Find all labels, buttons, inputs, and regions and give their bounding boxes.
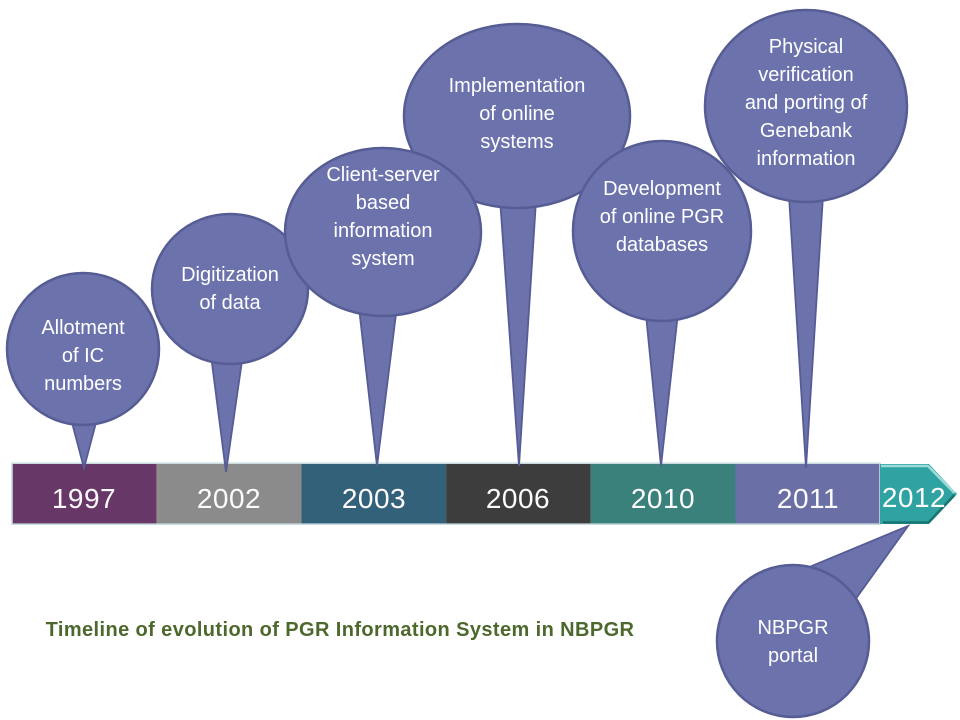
year-2012: 2012 bbox=[882, 482, 946, 513]
balloon-line: Development bbox=[603, 178, 721, 200]
year-2011: 2011 bbox=[777, 483, 839, 514]
balloon-2006: Implementation of online systems bbox=[402, 22, 632, 467]
balloon-line: Physical bbox=[769, 36, 843, 58]
balloon-line: information bbox=[334, 220, 433, 242]
segment-2006 bbox=[446, 464, 591, 524]
balloon-2011-bubble bbox=[703, 8, 909, 204]
balloon-2011-tail bbox=[787, 179, 825, 469]
balloon-line: of online PGR bbox=[600, 206, 725, 228]
arrow-shape bbox=[880, 464, 957, 524]
arrow-bevel-highlight bbox=[881, 464, 956, 494]
balloon-line: based bbox=[356, 192, 411, 214]
arrow-2012: 2012 bbox=[880, 464, 957, 524]
balloon-2006-bubble bbox=[402, 22, 632, 210]
balloon-2011: Physical verification and porting of Gen… bbox=[703, 8, 909, 469]
balloon-2003: Client-server based information system bbox=[283, 146, 483, 467]
balloon-2006-tail bbox=[498, 184, 538, 467]
balloon-line: of data bbox=[199, 292, 261, 314]
segment-1997 bbox=[12, 464, 157, 524]
year-2003: 2003 bbox=[342, 483, 406, 514]
arrow-bevel-shadow bbox=[883, 494, 956, 524]
balloon-line: portal bbox=[768, 645, 818, 667]
segment-2011 bbox=[735, 464, 880, 524]
balloon-2012: NBPGR portal bbox=[715, 523, 911, 719]
balloon-line: information bbox=[757, 148, 856, 170]
balloon-line: numbers bbox=[44, 373, 122, 395]
segment-2010 bbox=[590, 464, 736, 524]
balloon-line: verification bbox=[758, 64, 854, 86]
balloon-line: Digitization bbox=[181, 264, 279, 286]
balloon-2010: Development of online PGR databases bbox=[571, 139, 753, 467]
balloon-1997-bubble bbox=[5, 271, 161, 427]
balloon-line: system bbox=[351, 248, 414, 270]
balloon-line: of IC bbox=[62, 345, 104, 367]
segment-2003 bbox=[301, 464, 447, 524]
balloon-line: systems bbox=[480, 131, 553, 153]
balloon-line: and porting of bbox=[745, 92, 868, 114]
year-2006: 2006 bbox=[486, 483, 550, 514]
balloon-line: NBPGR bbox=[757, 617, 828, 639]
timeline-bar: 1997 2002 2003 2006 2010 2011 2012 bbox=[11, 462, 957, 526]
balloon-line: Client-server bbox=[326, 164, 440, 186]
year-2010: 2010 bbox=[631, 483, 695, 514]
balloon-2003-bubble bbox=[283, 146, 483, 318]
balloon-2002: Digitization of data bbox=[150, 212, 310, 473]
balloon-2002-bubble bbox=[150, 212, 310, 366]
balloon-2010-bubble bbox=[571, 139, 753, 323]
year-1997: 1997 bbox=[52, 483, 116, 514]
balloon-line: of online bbox=[479, 103, 555, 125]
caption-title: Timeline of evolution of PGR Information… bbox=[46, 619, 635, 641]
year-2002: 2002 bbox=[197, 483, 261, 514]
balloon-line: Allotment bbox=[41, 317, 125, 339]
balloon-2012-bubble bbox=[715, 563, 871, 719]
balloon-1997: Allotment of IC numbers bbox=[5, 271, 161, 472]
balloon-line: databases bbox=[616, 234, 708, 256]
balloon-line: Implementation bbox=[449, 75, 586, 97]
segment-2002 bbox=[156, 464, 302, 524]
balloon-line: Genebank bbox=[760, 120, 853, 142]
